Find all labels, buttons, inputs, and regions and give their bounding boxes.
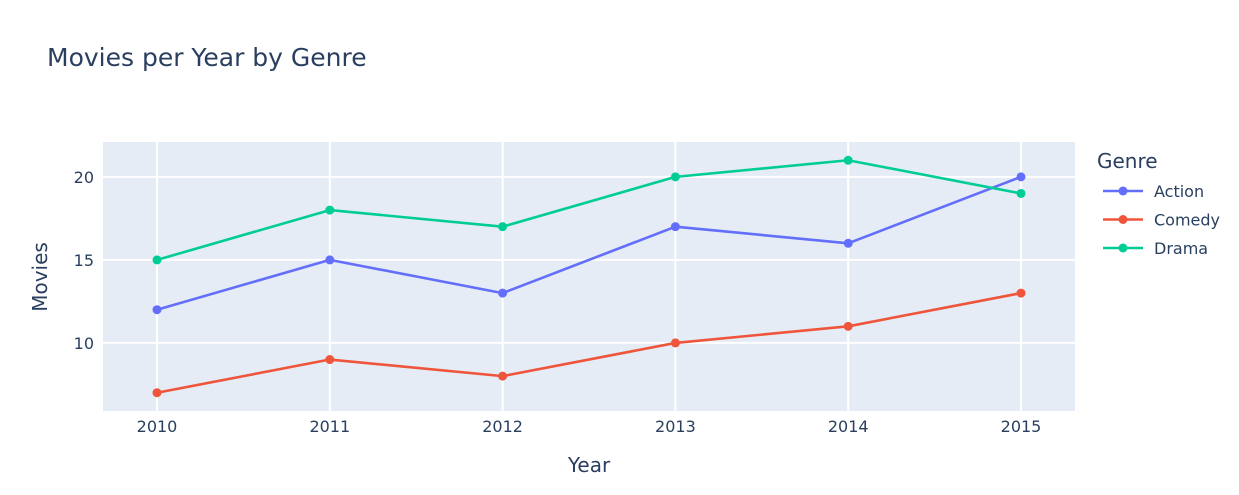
series-group <box>152 155 1026 398</box>
series-comedy <box>152 288 1026 398</box>
x-axis-title: Year <box>567 453 611 477</box>
legend-item-action: Action <box>1103 182 1204 201</box>
data-point-comedy <box>670 338 680 348</box>
y-axis-title: Movies <box>28 242 52 312</box>
series-line-action <box>156 175 1022 311</box>
series-line-comedy <box>156 291 1022 395</box>
y-tick-label: 10 <box>74 334 94 353</box>
legend: Genre Action Comedy Drama <box>1097 149 1220 258</box>
legend-label: Drama <box>1154 239 1208 258</box>
data-point-comedy <box>498 371 508 381</box>
x-tick-label: 2013 <box>655 417 696 436</box>
data-point-comedy <box>1016 288 1026 298</box>
series-line-drama <box>156 158 1022 262</box>
legend-swatch-marker <box>1118 243 1128 253</box>
data-point-action <box>843 238 853 248</box>
legend-swatch-marker <box>1118 215 1128 224</box>
legend-item-comedy: Comedy <box>1103 211 1220 230</box>
x-tick-label: 2015 <box>1001 417 1042 436</box>
chart-title: Movies per Year by Genre <box>47 43 367 72</box>
data-point-action <box>325 255 335 265</box>
grid-lines <box>103 142 1075 411</box>
y-tick-label: 15 <box>74 251 94 270</box>
tick-labels: 2010 2011 2012 2013 2014 2015 10 15 20 <box>74 168 1042 436</box>
data-point-action <box>1016 172 1026 182</box>
x-tick-label: 2012 <box>482 417 523 436</box>
legend-items: Action Comedy Drama <box>1103 182 1220 258</box>
x-tick-label: 2011 <box>309 417 350 436</box>
y-tick-label: 20 <box>74 168 94 187</box>
data-point-drama <box>843 155 853 165</box>
series-drama <box>152 155 1026 265</box>
data-point-drama <box>152 255 162 265</box>
legend-label: Comedy <box>1154 211 1220 230</box>
data-point-comedy <box>325 355 335 365</box>
data-point-drama <box>1016 188 1026 198</box>
legend-title: Genre <box>1097 149 1158 173</box>
data-point-drama <box>670 172 680 182</box>
data-point-drama <box>325 205 335 215</box>
plot-area <box>103 142 1075 411</box>
data-point-comedy <box>152 388 162 398</box>
x-tick-label: 2014 <box>828 417 869 436</box>
legend-item-drama: Drama <box>1103 239 1208 258</box>
x-tick-label: 2010 <box>137 417 178 436</box>
legend-label: Action <box>1154 182 1204 201</box>
data-point-drama <box>498 222 508 232</box>
series-action <box>152 172 1026 315</box>
data-point-comedy <box>843 321 853 331</box>
data-point-action <box>152 305 162 315</box>
data-point-action <box>498 288 508 298</box>
data-point-action <box>670 222 680 232</box>
legend-swatch-marker <box>1118 186 1128 196</box>
